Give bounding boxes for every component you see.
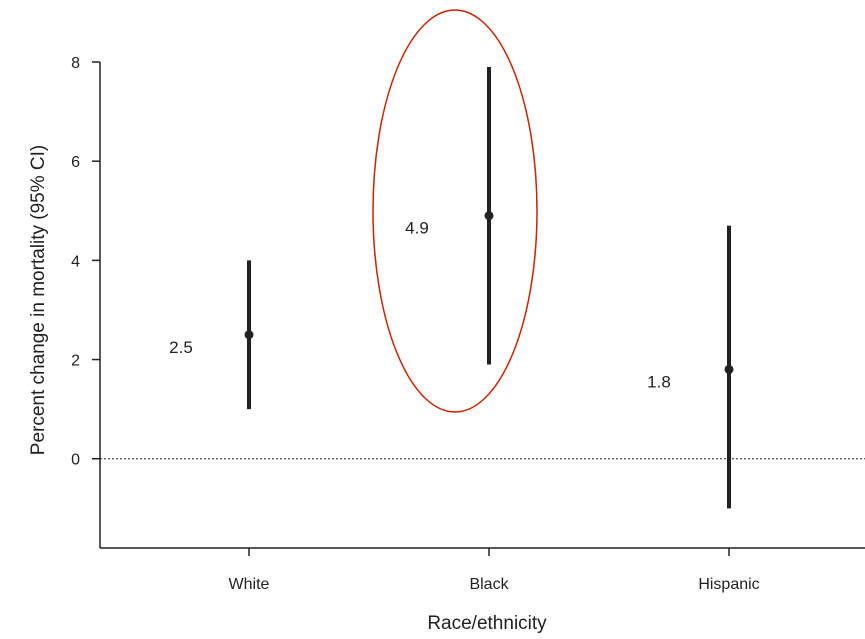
x-ticks: White Black Hispanic <box>229 548 760 593</box>
y-ticks: 0 2 4 6 8 <box>71 55 100 469</box>
point-estimate-white <box>244 330 254 340</box>
value-label-black: 4.9 <box>405 219 429 238</box>
x-tick-label-black: Black <box>469 576 509 593</box>
y-tick-label: 0 <box>71 452 80 469</box>
value-label-white: 2.5 <box>169 338 193 357</box>
highlight-ellipse <box>372 9 538 413</box>
point-estimate-black <box>484 211 494 221</box>
y-axis: 0 2 4 6 8 <box>71 55 101 548</box>
x-axis-title: Race/ethnicity <box>427 613 547 634</box>
point-estimate-hispanic <box>724 364 734 374</box>
y-tick-label: 8 <box>71 55 80 72</box>
x-tick-label-hispanic: Hispanic <box>698 576 759 593</box>
y-tick-label: 2 <box>71 353 80 370</box>
y-axis-title: Percent change in mortality (95% CI) <box>28 145 49 455</box>
data-marks: 2.5 4.9 1.8 <box>169 66 734 509</box>
y-tick-label: 6 <box>71 154 80 171</box>
x-tick-label-white: White <box>229 576 270 593</box>
x-axis: White Black Hispanic <box>100 547 865 593</box>
value-label-hispanic: 1.8 <box>647 372 671 391</box>
y-tick-label: 4 <box>71 253 80 270</box>
